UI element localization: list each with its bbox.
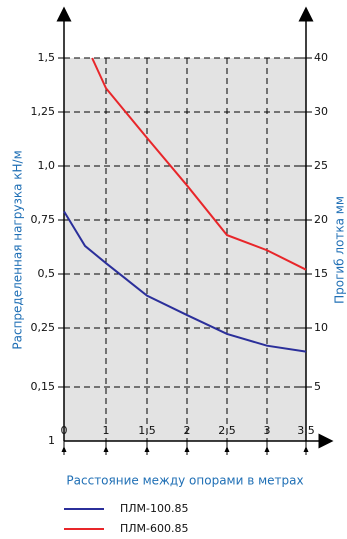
- y-tick-label: 0,15: [31, 380, 56, 393]
- x-tick-label: 3,5: [297, 424, 315, 437]
- y-tick-label: 1,5: [38, 51, 56, 64]
- y-tick-label: 0,5: [38, 267, 56, 280]
- x-tick-label: 1,5: [138, 424, 156, 437]
- y2-tick-label: 25: [314, 159, 328, 172]
- y-tick-label: 1,25: [31, 105, 56, 118]
- x-tick-label: 2: [184, 424, 191, 437]
- x-tick-label: 1: [103, 424, 110, 437]
- x-tick-arrow: [264, 446, 270, 452]
- y2-tick-label: 15: [314, 267, 328, 280]
- legend-label: ПЛМ-100.85: [120, 502, 189, 515]
- x-tick-arrow: [61, 446, 67, 452]
- y2-tick-label: 40: [314, 51, 328, 64]
- y2-tick-label: 10: [314, 321, 328, 334]
- line: [91, 57, 307, 271]
- x-tick-label: 0: [61, 424, 68, 437]
- y2-tick-label: 30: [314, 105, 328, 118]
- legend-label: ПЛМ-600.85: [120, 522, 189, 535]
- line: [63, 210, 307, 353]
- x-tick-arrow: [224, 446, 230, 452]
- x-tick-arrow: [103, 446, 109, 452]
- y2-tick-label: 1: [48, 434, 55, 447]
- y2-tick-label: 20: [314, 213, 328, 226]
- x-tick-arrow: [184, 446, 190, 452]
- x-tick-label: 2,5: [218, 424, 236, 437]
- plot-area: [64, 58, 306, 441]
- x-tick-arrow: [144, 446, 150, 452]
- y-tick-label: 0,75: [31, 213, 56, 226]
- x-tick-arrow: [303, 446, 309, 452]
- y2-axis-title: Прогиб лотка мм: [333, 196, 347, 304]
- y-axis-title: Распределенная нагрузка кН/м: [11, 150, 25, 349]
- y2-tick-label: 5: [314, 380, 321, 393]
- x-tick-label: 3: [264, 424, 271, 437]
- x-axis-title: Расстояние между опорами в метрах: [66, 474, 303, 488]
- y-tick-label: 0,25: [31, 321, 56, 334]
- y-tick-label: 1,0: [38, 159, 56, 172]
